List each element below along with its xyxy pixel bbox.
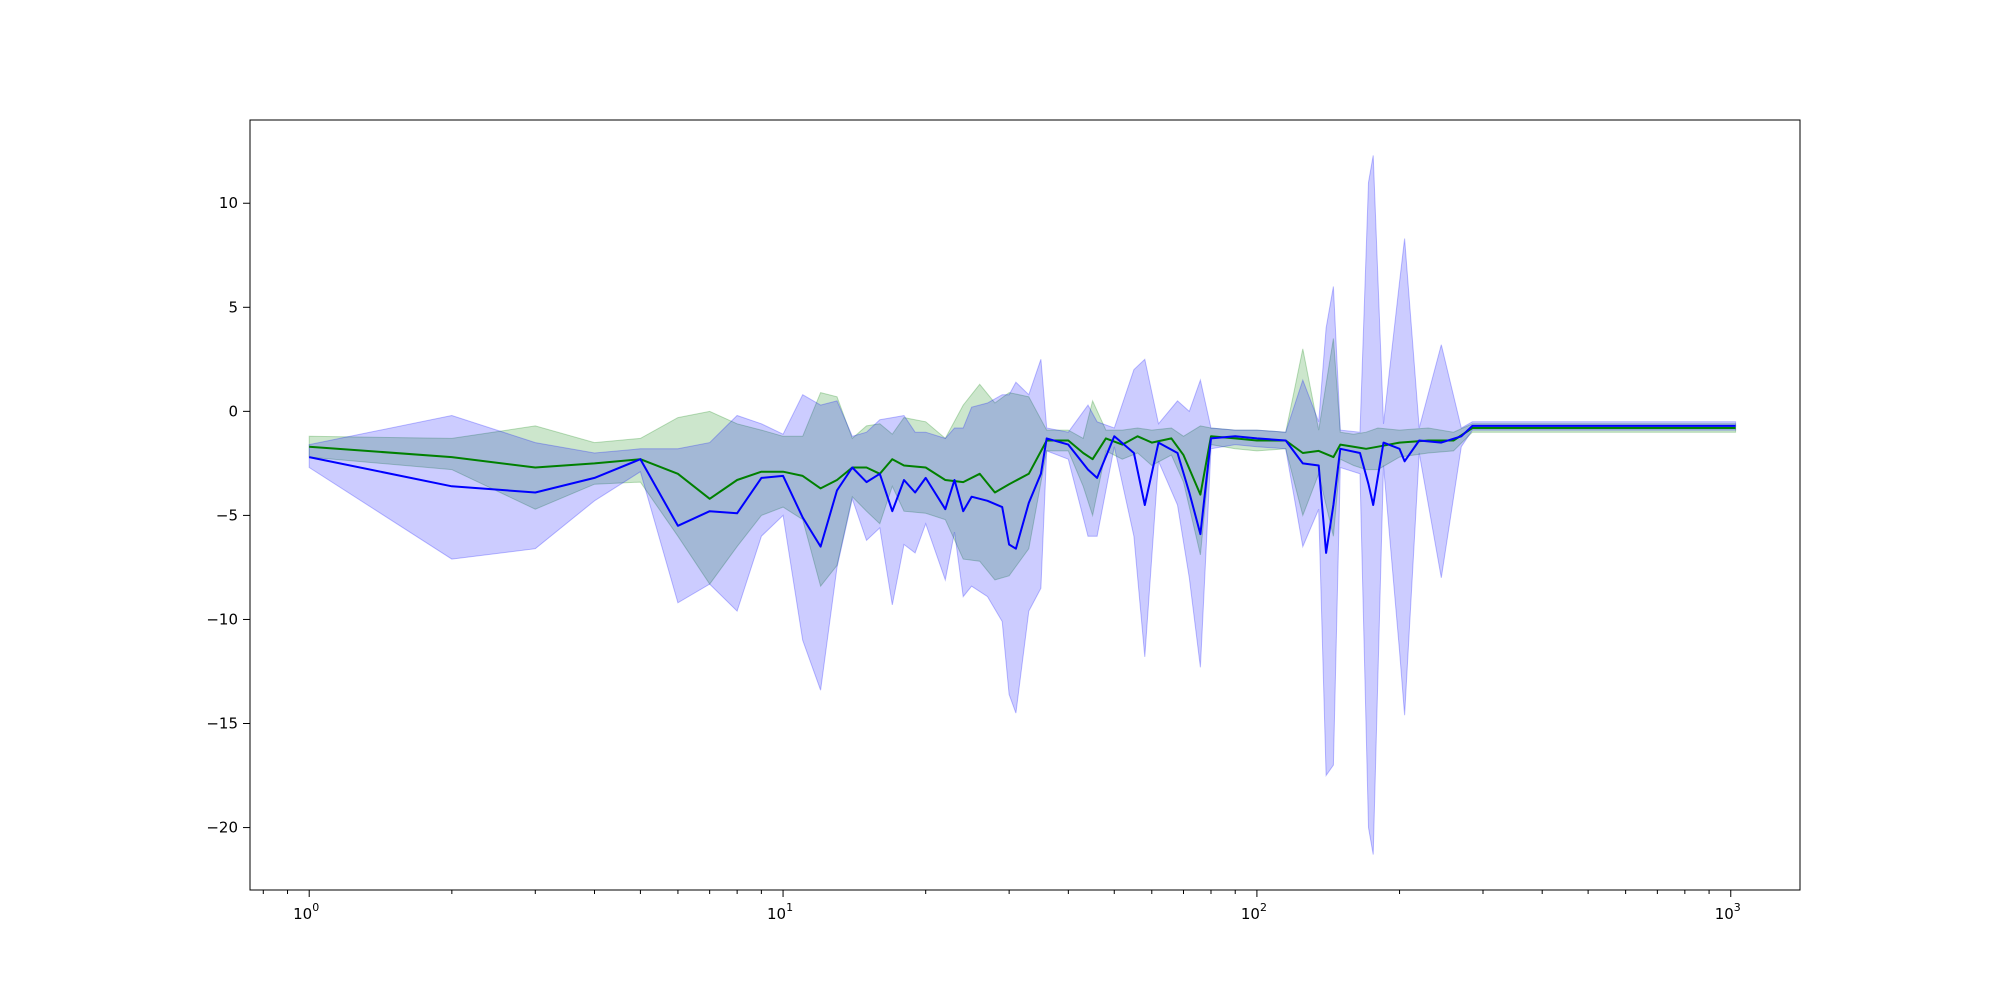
x-axis: 100 101 102 103 <box>262 890 1741 923</box>
series-1-line <box>309 427 1736 500</box>
x-tick-label: 100 <box>293 901 319 923</box>
series-lines <box>308 424 1736 554</box>
x-tick-label-exponent: 2 <box>1260 901 1267 914</box>
x-tick-label: 103 <box>1715 901 1741 923</box>
y-tick-label: 10 <box>219 194 238 212</box>
series-2-band <box>308 155 1737 855</box>
x-tick-label: 101 <box>767 901 793 923</box>
x-tick-label: 102 <box>1241 901 1267 923</box>
x-tick-label-exponent: 0 <box>312 901 319 914</box>
series-1-band <box>308 338 1737 588</box>
x-tick-label-exponent: 1 <box>786 901 793 914</box>
x-tick-label-base: 10 <box>293 905 312 923</box>
series-2-line <box>308 424 1736 554</box>
x-tick-label-base: 10 <box>767 905 786 923</box>
y-tick-label: −15 <box>206 715 238 733</box>
y-tick-label: 0 <box>228 402 238 420</box>
y-axis: 10 5 0 −5 −10 −15 −20 <box>206 194 250 837</box>
x-tick-label-exponent: 3 <box>1734 901 1741 914</box>
y-tick-label: −20 <box>206 819 238 837</box>
confidence-bands <box>308 155 1737 855</box>
x-tick-label-base: 10 <box>1715 905 1734 923</box>
x-tick-label-base: 10 <box>1241 905 1260 923</box>
y-tick-label: 5 <box>228 298 238 316</box>
y-tick-label: −10 <box>206 610 238 628</box>
y-tick-label: −5 <box>216 506 238 524</box>
plot-frame <box>249 119 1801 891</box>
